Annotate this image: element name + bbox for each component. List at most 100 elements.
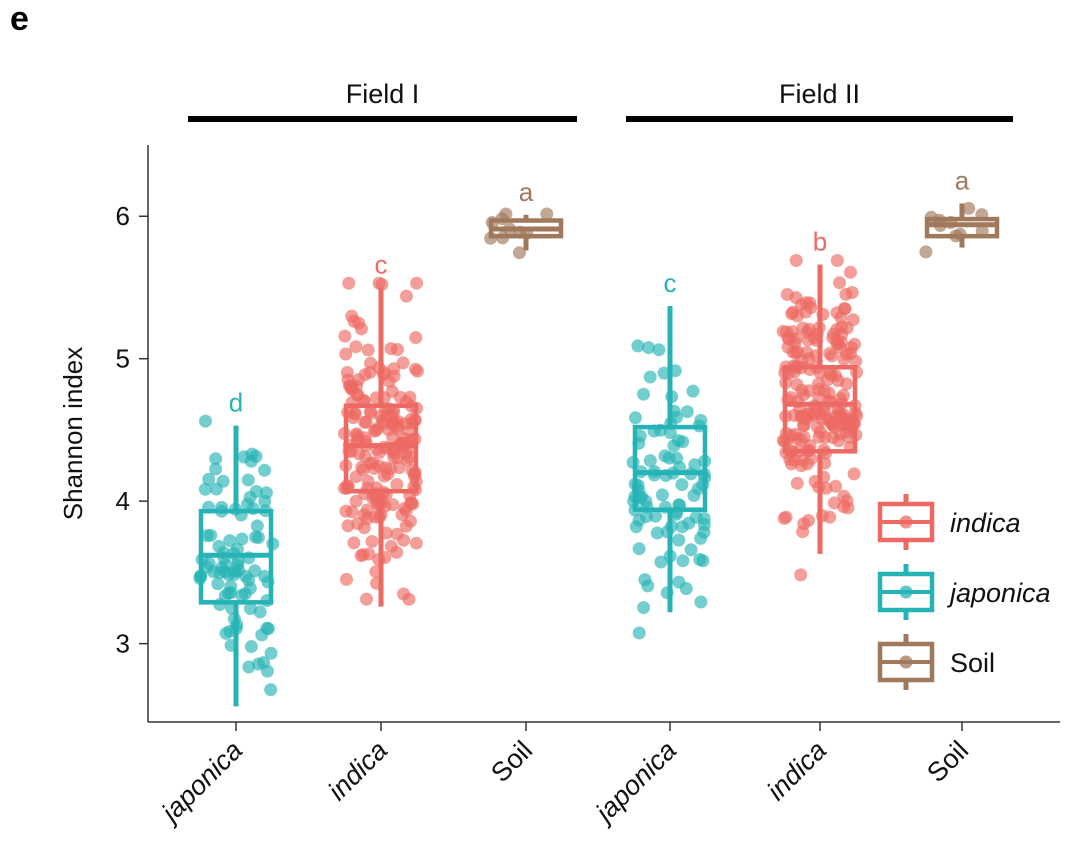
data-point [356, 548, 370, 562]
data-point [790, 476, 804, 490]
legend-key-point [899, 585, 913, 599]
data-point [211, 577, 225, 591]
data-point [216, 474, 230, 488]
data-point [399, 289, 413, 303]
data-point [840, 377, 854, 391]
data-point [386, 419, 400, 433]
data-point [654, 555, 668, 569]
data-point [802, 514, 815, 527]
x-tick-label: japonica [587, 735, 682, 830]
data-point [686, 384, 700, 398]
data-point [340, 366, 354, 379]
data-point [341, 519, 355, 533]
data-point [379, 461, 393, 475]
data-point [638, 573, 652, 587]
box-iqr [632, 424, 708, 512]
data-point [250, 519, 264, 533]
data-point [679, 582, 693, 596]
data-point [365, 535, 379, 548]
data-point [252, 657, 265, 671]
data-point [342, 276, 356, 290]
data-point [390, 527, 404, 541]
data-point [540, 207, 554, 221]
data-point [818, 384, 832, 398]
data-point [637, 601, 651, 615]
data-point [835, 320, 849, 334]
significance-letter: b [813, 227, 827, 257]
data-point [368, 424, 381, 438]
legend-key-point [899, 515, 913, 529]
data-point [684, 543, 698, 557]
data-point [830, 254, 844, 267]
data-point [643, 370, 657, 384]
data-point [642, 341, 655, 355]
significance-letter: d [229, 388, 243, 418]
x-tick-label: Soil [921, 735, 974, 788]
data-point [349, 494, 363, 508]
y-axis-title: Shannon index [58, 347, 88, 520]
data-point [349, 340, 363, 354]
data-point [396, 356, 410, 370]
data-point [387, 450, 401, 464]
data-point [212, 539, 226, 553]
data-point [838, 413, 852, 427]
data-point [643, 454, 657, 468]
data-point [821, 412, 835, 426]
data-point [776, 325, 790, 338]
data-point [242, 573, 256, 587]
data-point [795, 383, 809, 397]
data-point [663, 426, 677, 440]
x-tick-label: japonica [153, 735, 248, 830]
data-point [672, 533, 686, 547]
data-point [345, 309, 359, 323]
data-point [410, 276, 424, 290]
y-tick-label: 4 [116, 486, 130, 516]
data-point [797, 419, 811, 433]
data-point [357, 521, 371, 535]
data-point [384, 342, 398, 356]
data-point [844, 265, 857, 279]
data-point [409, 536, 423, 550]
data-point [249, 530, 263, 544]
data-point [697, 525, 711, 539]
data-point [209, 452, 223, 466]
data-point [657, 366, 671, 380]
data-point [837, 388, 850, 402]
data-point [658, 449, 672, 463]
data-point [819, 481, 833, 495]
significance-letter: a [519, 177, 534, 207]
legend-label: indica [950, 508, 1021, 538]
panel-label: e [10, 0, 29, 38]
data-point [796, 321, 810, 335]
data-point [238, 587, 252, 601]
data-point [349, 470, 363, 484]
data-point [830, 337, 844, 351]
x-tick-label: indica [322, 735, 393, 806]
data-point [629, 411, 642, 425]
data-point [259, 486, 273, 500]
significance-letter: c [375, 249, 388, 279]
box-iqr [924, 216, 1000, 239]
data-point [833, 276, 846, 290]
data-point [788, 427, 802, 441]
data-point [839, 287, 853, 301]
data-point [198, 482, 212, 496]
data-point [390, 478, 404, 491]
data-point [848, 337, 861, 351]
data-point [840, 347, 854, 361]
data-point [794, 568, 808, 582]
data-point [499, 207, 513, 221]
data-point [409, 362, 422, 376]
data-point [826, 431, 840, 444]
data-point [823, 510, 837, 524]
data-point [697, 512, 711, 525]
data-point [350, 428, 364, 442]
legend-label: japonica [946, 578, 1051, 608]
data-point [339, 504, 353, 518]
data-point [350, 388, 364, 402]
data-point [632, 542, 646, 556]
data-point [346, 411, 360, 425]
x-tick-label: indica [761, 735, 832, 806]
data-point [264, 646, 278, 660]
